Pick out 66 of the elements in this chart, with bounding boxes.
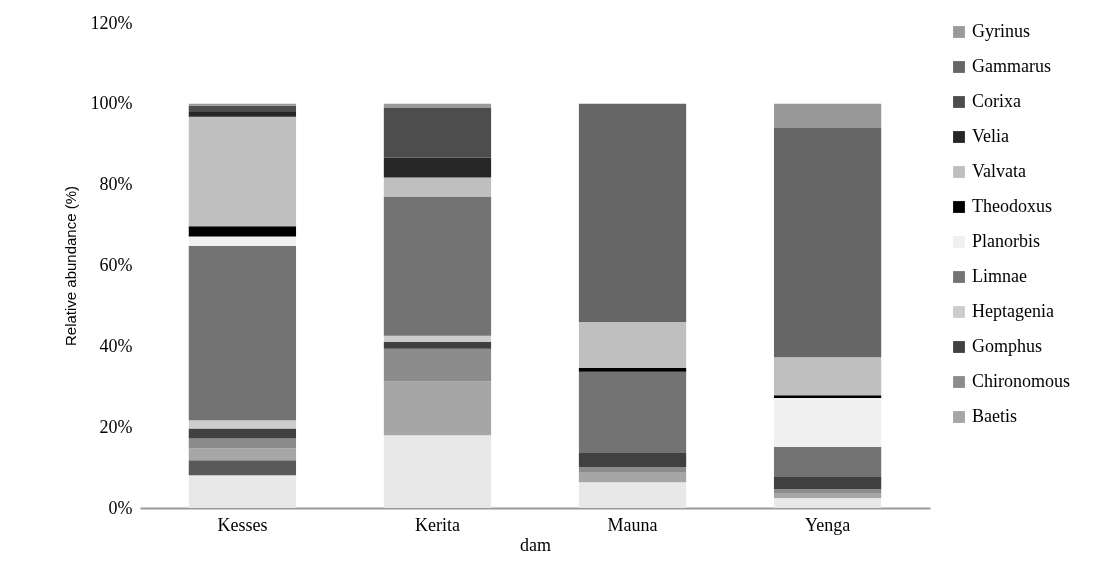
x-axis-title: dam <box>520 534 551 555</box>
bar <box>188 460 297 476</box>
legend-label: Gammarus <box>972 56 1051 76</box>
y-tick-label: 100% <box>90 93 133 114</box>
bar <box>773 489 882 494</box>
bar <box>578 103 687 323</box>
x-tick-label: Kerita <box>414 514 460 535</box>
bar <box>578 371 687 454</box>
bar <box>773 446 882 477</box>
bar <box>383 435 492 508</box>
legend-label: Velia <box>972 126 1009 146</box>
legend-label: Theodoxus <box>972 196 1052 216</box>
legend-label: Heptagenia <box>972 301 1054 321</box>
bar <box>773 497 882 508</box>
bar <box>578 467 687 473</box>
y-tick-label: 80% <box>99 174 133 195</box>
bar <box>383 196 492 336</box>
bar <box>773 398 882 447</box>
legend-label: Baetis <box>972 406 1017 426</box>
bar <box>773 476 882 489</box>
x-tick-label: Mauna <box>607 514 658 535</box>
bar <box>188 448 297 461</box>
x-tick-label: Yenga <box>805 514 851 535</box>
y-tick-label: 60% <box>99 255 133 275</box>
bar <box>383 157 492 178</box>
x-tick-label: Kesses <box>217 514 268 535</box>
bar <box>383 348 492 382</box>
bar <box>188 103 297 106</box>
legend-label: Gomphus <box>972 336 1043 356</box>
bar <box>188 236 297 247</box>
y-tick-label: 0% <box>108 497 133 518</box>
legend-label: Chironomous <box>972 371 1071 391</box>
y-axis-title: Relative abundance (%) <box>61 185 79 347</box>
bar <box>578 472 687 483</box>
y-tick-label: 20% <box>99 416 133 437</box>
bar <box>188 246 297 421</box>
y-tick-label: 40% <box>99 335 133 356</box>
bar <box>188 116 297 227</box>
bar <box>188 438 297 449</box>
bar <box>188 105 297 112</box>
bar <box>578 453 687 468</box>
legend-label: Valvata <box>972 161 1026 181</box>
bar <box>383 107 492 158</box>
bar <box>188 420 297 429</box>
legend-label: Corixa <box>972 91 1021 111</box>
bar <box>383 177 492 197</box>
bar <box>773 357 882 396</box>
bar <box>188 475 297 508</box>
legend-label: Limnae <box>972 266 1027 286</box>
bar <box>773 103 882 129</box>
legend-label: Gyrinus <box>972 21 1030 41</box>
bar <box>578 367 687 372</box>
bar <box>773 128 882 358</box>
bar <box>383 335 492 342</box>
bar <box>188 428 297 439</box>
bar <box>383 103 492 108</box>
y-tick-label: 120% <box>90 12 133 33</box>
bar <box>773 395 882 399</box>
bar <box>578 482 687 508</box>
bar <box>188 111 297 117</box>
bar <box>773 493 882 498</box>
bar <box>578 322 687 368</box>
legend-label: Planorbis <box>972 231 1041 251</box>
bar <box>383 381 492 436</box>
bar <box>383 341 492 349</box>
bar <box>188 226 297 237</box>
